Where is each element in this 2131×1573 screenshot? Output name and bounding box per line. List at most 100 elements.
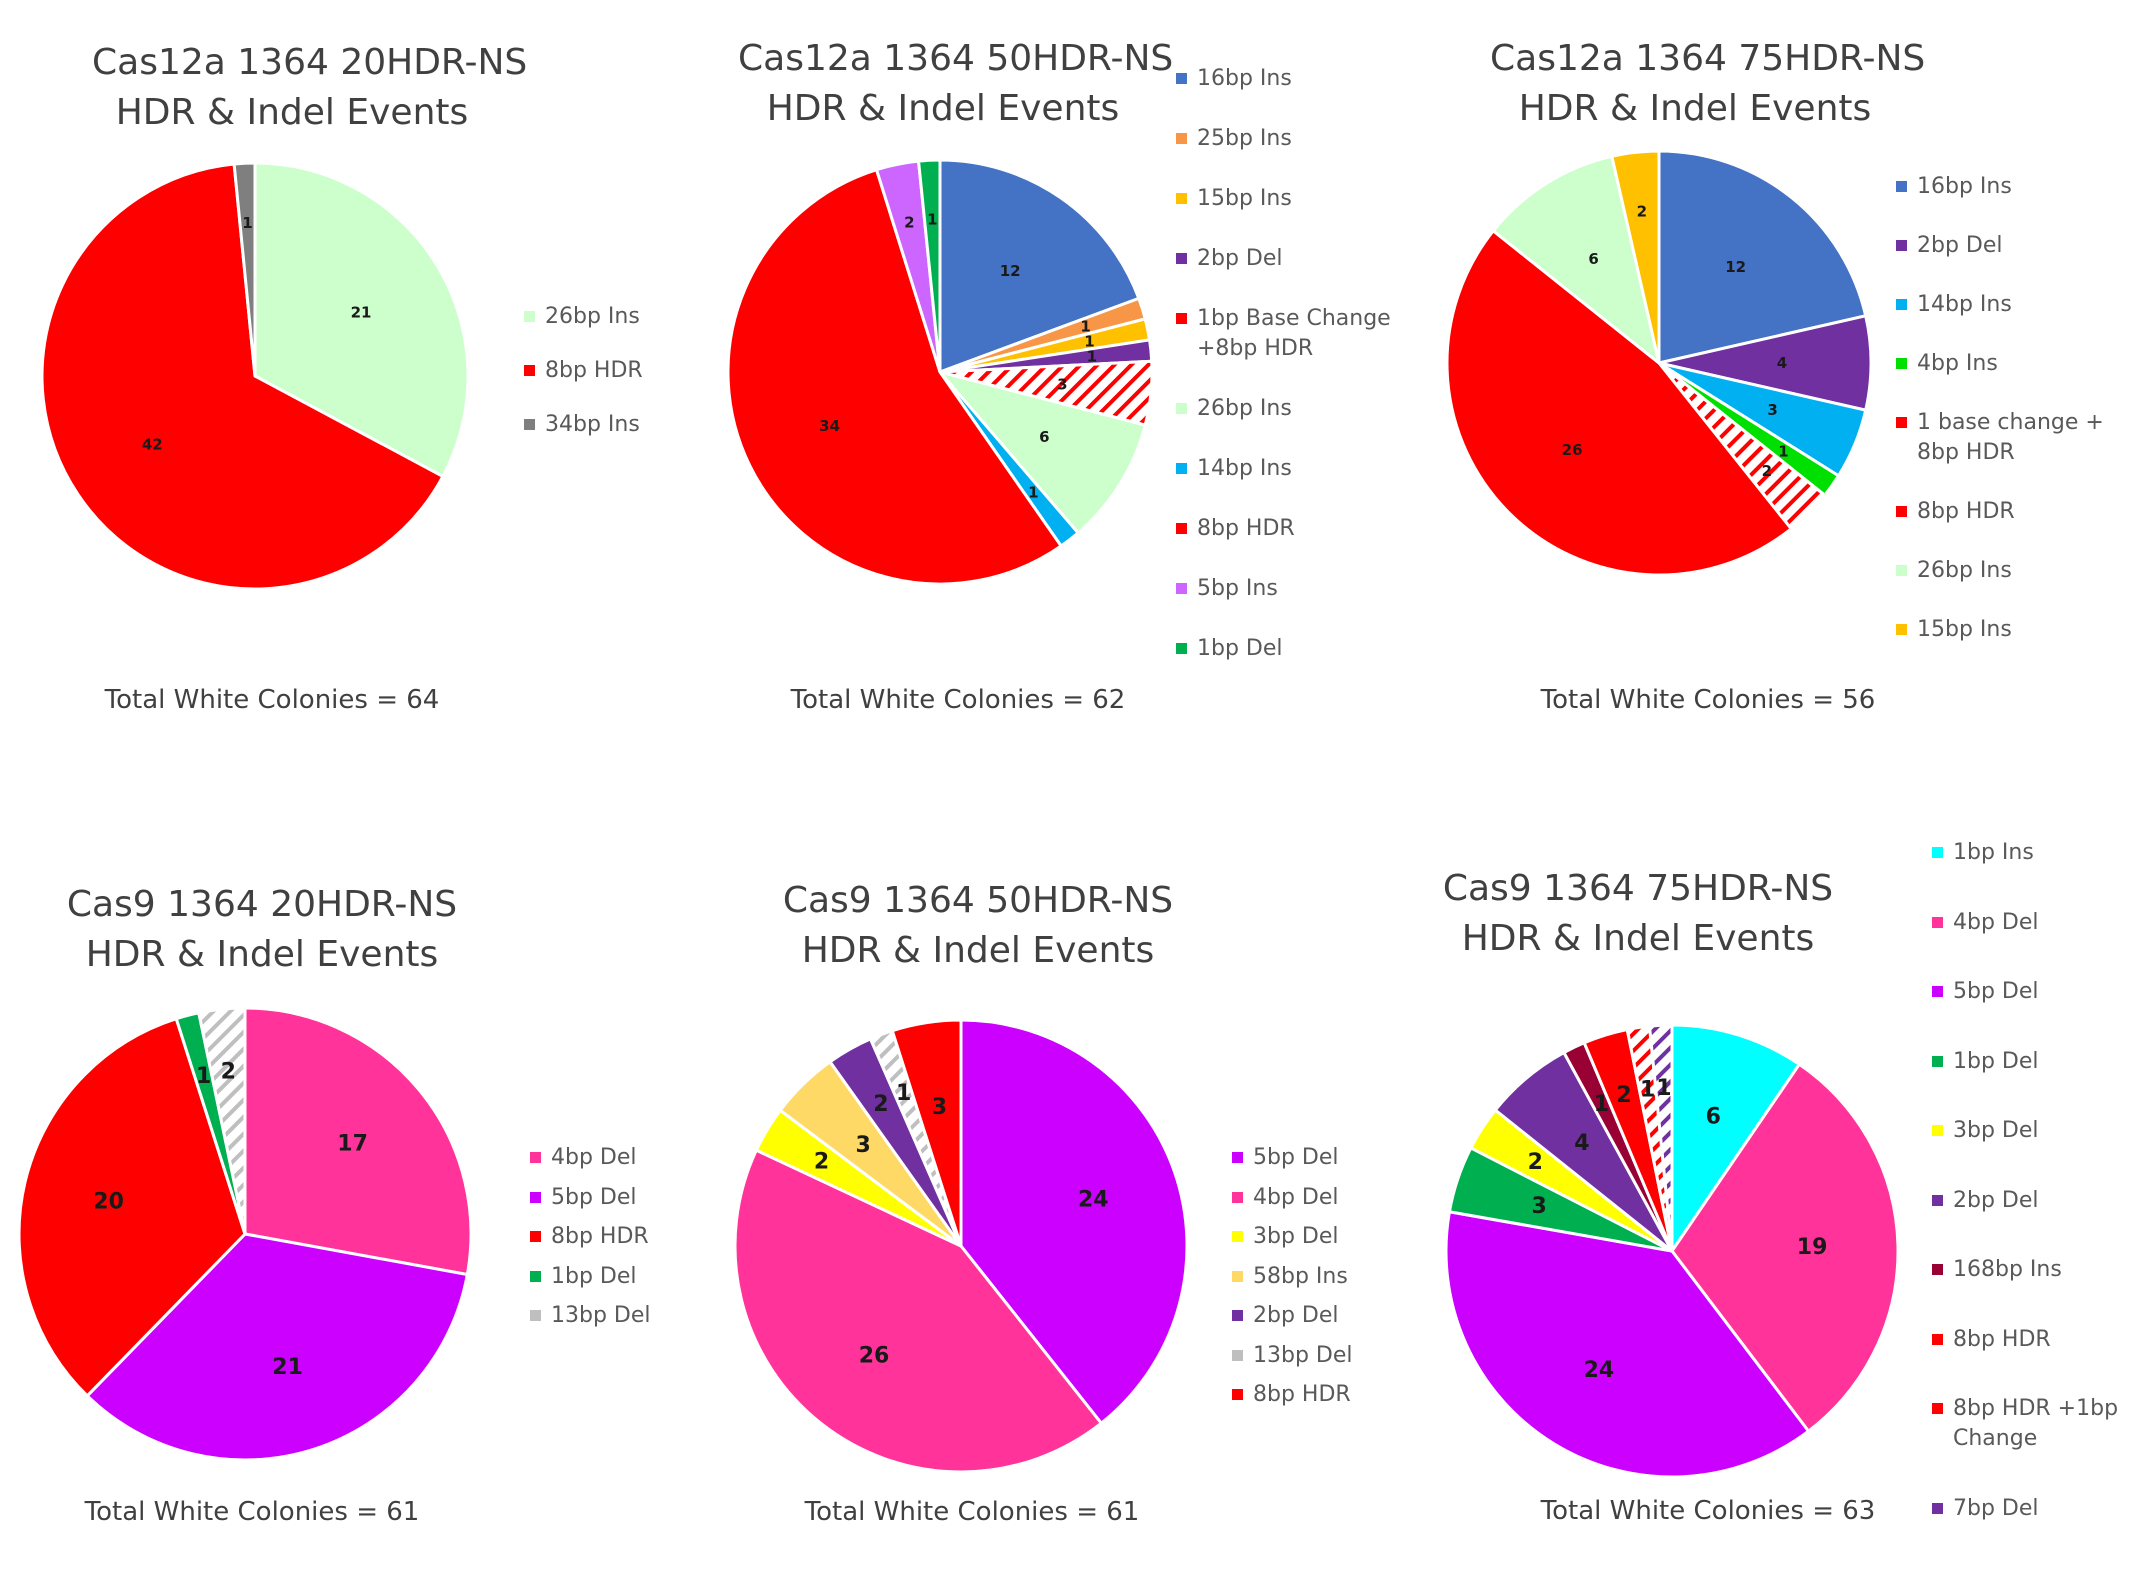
pie-slice-1bp-ins	[1670, 1023, 1802, 1256]
legend-item-change: Change	[1932, 1424, 2037, 1454]
legend-label: 8bp HDR	[1253, 1382, 1351, 1407]
legend-item-8bp-hdr: 8bp HDR	[1932, 1325, 2051, 1355]
legend-item-5bp-del: 5bp Del	[1232, 1143, 1339, 1173]
legend-swatch	[1176, 643, 1187, 654]
legend-swatch	[1232, 1152, 1243, 1163]
legend-label: 5bp Del	[1953, 979, 2039, 1004]
data-label-168bp-ins: 1	[1594, 1092, 1609, 1117]
total-colonies-label: Total White Colonies = 64	[104, 685, 440, 715]
legend-item-1bp-del: 1bp Del	[1932, 1047, 2039, 1077]
legend-item-15bp-ins: 15bp Ins	[1896, 615, 2012, 645]
legend-label: 8bp HDR	[1917, 499, 2015, 524]
data-label-14bp-ins: 3	[1767, 401, 1777, 419]
legend-swatch	[1932, 986, 1943, 997]
pie-slice-8bp-hdr	[17, 1016, 247, 1398]
legend-swatch	[1232, 1270, 1243, 1282]
legend-item-5bp-del: 5bp Del	[530, 1183, 637, 1213]
legend-item-1-base-change: 1 base change +	[1896, 408, 2104, 438]
legend-item-15bp-ins: 15bp Ins	[1176, 184, 1292, 214]
legend-swatch	[1176, 583, 1187, 594]
data-label-1bp-ins: 6	[1706, 1105, 1721, 1130]
data-label-15bp-ins: 1	[1084, 332, 1094, 350]
legend-label: 8bp HDR	[1917, 440, 2015, 465]
chart-title: Cas9 1364 20HDR-NS HDR & Indel Events	[62, 880, 462, 980]
legend-label: 1bp Del	[551, 1263, 637, 1289]
data-label-2bp-del: 4	[1574, 1131, 1589, 1156]
legend-label: 8bp HDR	[1953, 1326, 2051, 1352]
data-label-4bp-del: 19	[1797, 1235, 1828, 1260]
pie-slice-8bp-hdr	[1445, 228, 1794, 577]
legend-swatch	[1232, 1231, 1243, 1242]
legend-label: 8bp HDR	[545, 358, 643, 383]
legend-item-16bp-ins: 16bp Ins	[1176, 64, 1292, 94]
legend-label: 5bp Del	[1253, 1145, 1339, 1170]
legend-item-4bp-del: 4bp Del	[1932, 908, 2039, 938]
pie-slice-8bp-hdr	[40, 162, 445, 591]
chart-title-line-2: HDR & Indel Events	[801, 930, 1155, 971]
legend-swatch	[1896, 358, 1907, 369]
pie-slice-4bp-del	[733, 1148, 1104, 1474]
chart-title: Cas12a 1364 50HDR-NS HDR & Indel Events	[738, 34, 1173, 134]
legend-item-8bp-hdr: +8bp HDR	[1176, 334, 1313, 364]
legend-swatch	[1896, 624, 1907, 635]
pie-slice-4bp-del	[1670, 1062, 1900, 1434]
legend-item-13bp-del: 13bp Del	[1232, 1341, 1353, 1371]
legend-label: 1 base change +	[1917, 410, 2104, 435]
total-colonies-label: Total White Colonies = 56	[1540, 685, 1876, 715]
data-label-15bp-ins: 2	[1637, 202, 1647, 220]
data-label-25bp-ins: 1	[1080, 317, 1090, 335]
legend-label: 2bp Del	[1953, 1187, 2039, 1213]
pie-slice-4bp-del	[243, 1006, 473, 1277]
data-label-1bp-del: 1	[196, 1064, 211, 1089]
pie-slice-15bp-ins	[1610, 149, 1661, 364]
legend-swatch	[1176, 463, 1187, 474]
legend-label: 4bp Del	[1953, 909, 2039, 935]
legend-label: 2bp Del	[1917, 233, 2003, 258]
pie-slice-26bp-ins	[1491, 154, 1662, 367]
data-label-1bp-base-change-8bp-hdr: 3	[1057, 375, 1067, 393]
legend-item-5bp-del: 5bp Del	[1932, 977, 2039, 1007]
legend-item-26bp-ins: 26bp Ins	[524, 302, 640, 332]
legend-label: 168bp Ins	[1953, 1257, 2062, 1282]
legend-swatch	[524, 419, 535, 430]
chart-title: Cas12a 1364 20HDR-NS HDR & Indel Events	[92, 38, 527, 138]
chart-title-line-1: Cas9 1364 50HDR-NS	[782, 880, 1174, 921]
data-label-7bp-del: 1	[1656, 1076, 1671, 1101]
chart-title-line-2: HDR & Indel Events	[1518, 88, 1872, 129]
legend-label: 8bp HDR +1bp	[1953, 1396, 2119, 1421]
legend-item-2bp-del: 2bp Del	[1932, 1186, 2039, 1216]
legend-swatch	[1176, 313, 1187, 324]
legend-swatch	[1232, 1310, 1243, 1321]
legend-label: 4bp Del	[551, 1145, 637, 1170]
pie-slice-13bp-del	[196, 1006, 247, 1235]
legend-item-4bp-del: 4bp Del	[1232, 1183, 1339, 1213]
data-label-4bp-del: 17	[337, 1132, 368, 1157]
legend-swatch	[1176, 193, 1187, 204]
pie-slice-8bp-hdr	[726, 167, 1064, 586]
data-label-5bp-ins: 2	[904, 214, 914, 232]
legend-label: 13bp Del	[1253, 1342, 1353, 1368]
legend-swatch	[1896, 565, 1907, 576]
legend-item-13bp-del: 13bp Del	[530, 1301, 651, 1331]
legend-label: 3bp Del	[1253, 1224, 1339, 1249]
data-label-26bp-ins: 6	[1039, 428, 1049, 446]
pie-slice-34bp-ins	[232, 161, 257, 377]
data-label-1bp-del: 1	[927, 211, 937, 229]
legend-swatch	[1896, 181, 1907, 192]
legend-label: 8bp HDR	[551, 1224, 649, 1249]
chart-title: Cas12a 1364 75HDR-NS HDR & Indel Events	[1490, 34, 1925, 134]
data-label-2bp-del: 2	[873, 1092, 888, 1117]
legend-item-2bp-del: 2bp Del	[1896, 231, 2003, 261]
pie-slice-16bp-ins	[938, 158, 1141, 375]
chart-title-line-2: HDR & Indel Events	[115, 92, 469, 133]
legend-swatch	[1932, 916, 1943, 928]
pie-slice-26bp-ins	[935, 369, 1148, 535]
legend-item-1bp-del: 1bp Del	[1176, 634, 1283, 664]
legend-item-26bp-ins: 26bp Ins	[1896, 556, 2012, 586]
data-label-3bp-del: 2	[814, 1150, 829, 1175]
legend-item-1bp-del: 1bp Del	[530, 1262, 637, 1292]
data-label-3bp-del: 2	[1528, 1150, 1543, 1175]
legend-item-3bp-del: 3bp Del	[1232, 1222, 1339, 1252]
